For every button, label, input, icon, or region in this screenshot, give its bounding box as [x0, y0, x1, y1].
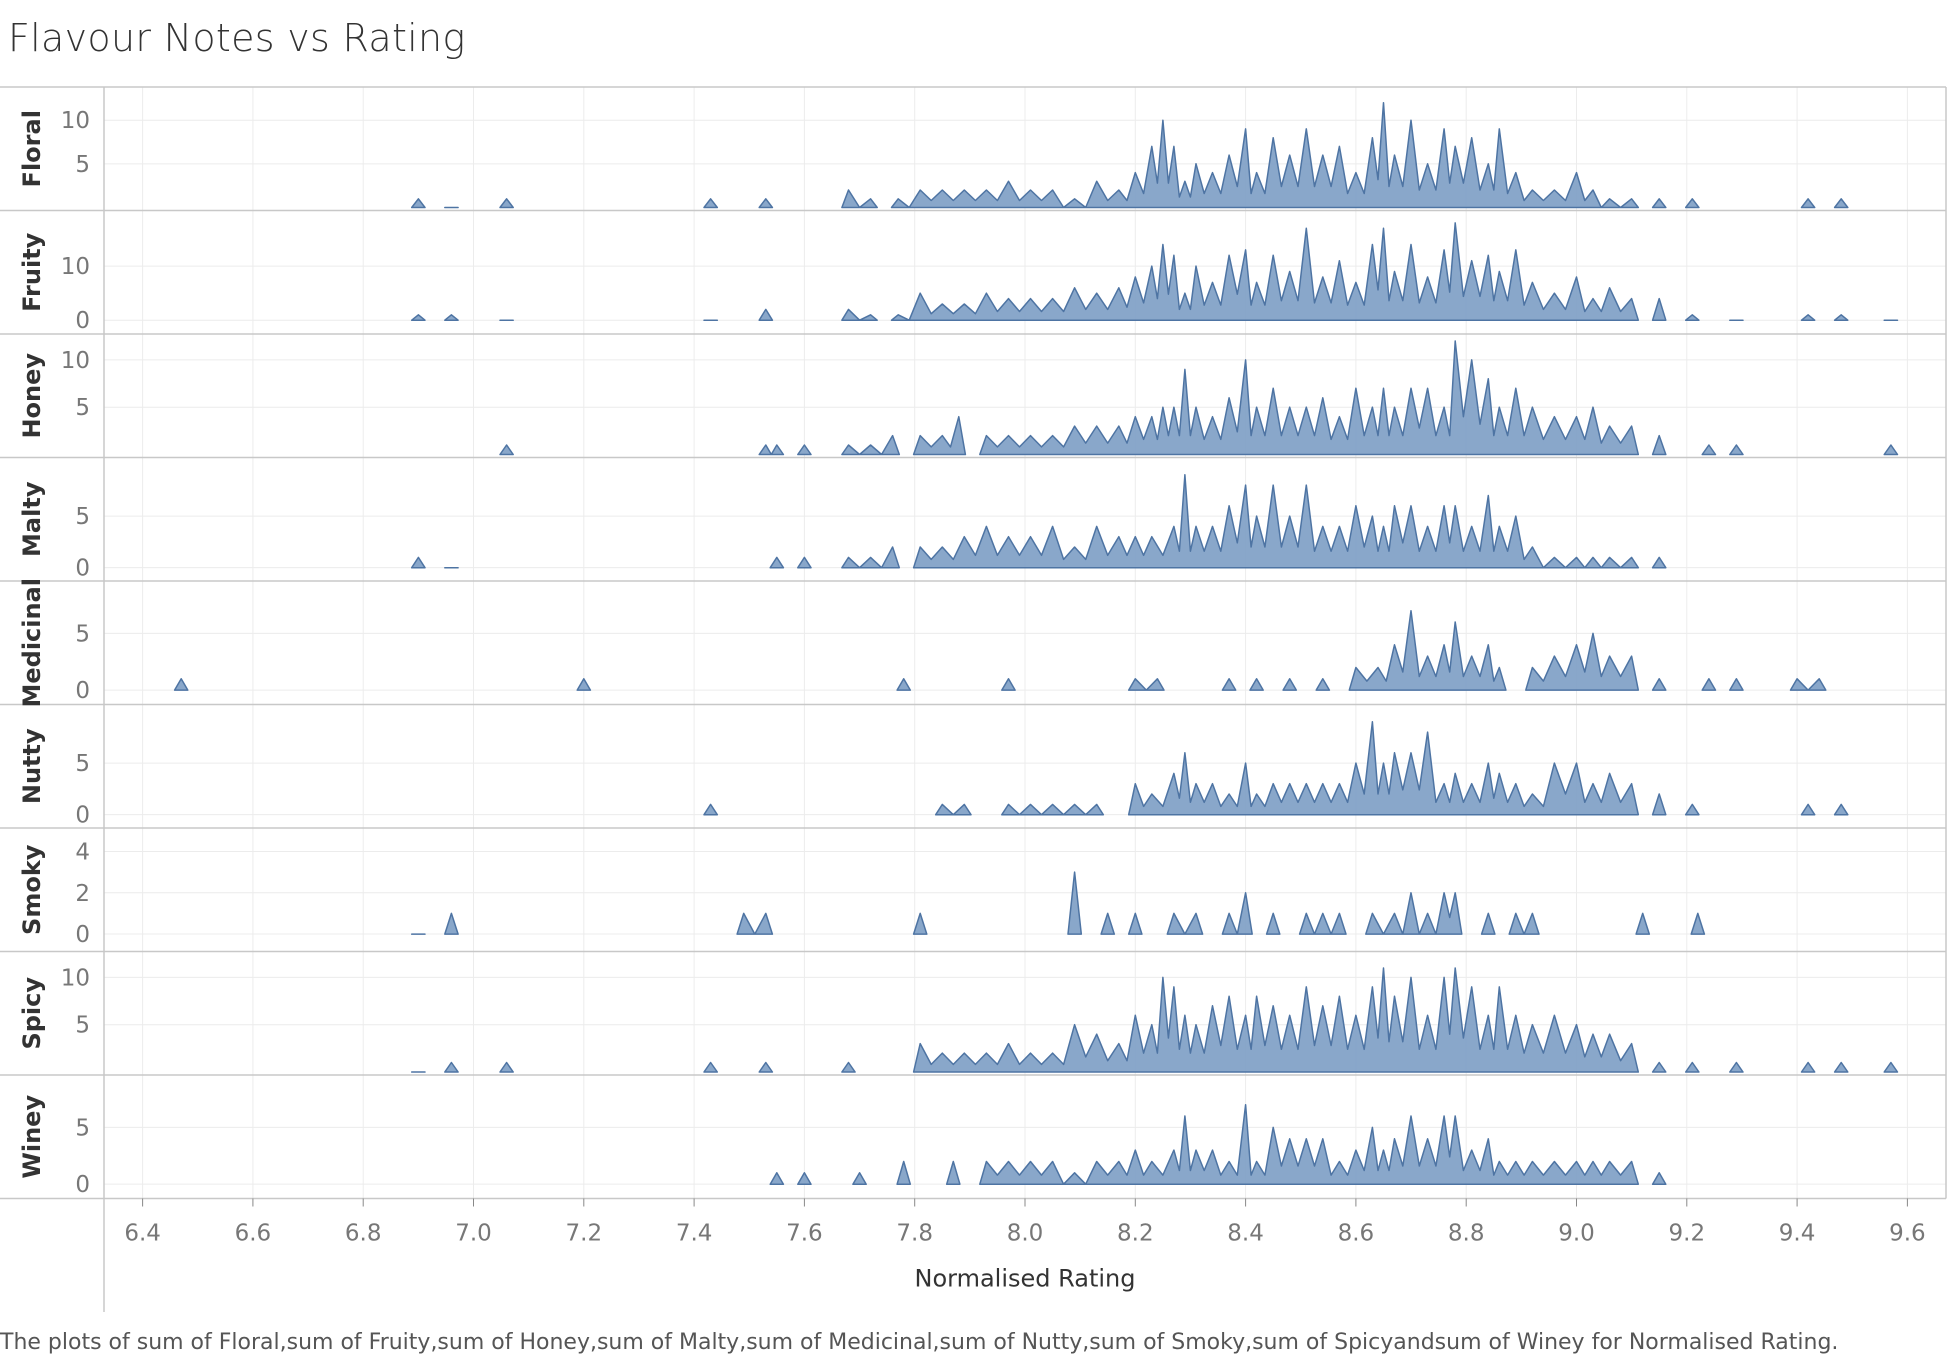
area-medicinal: [173, 609, 1827, 691]
panel-label-malty: Malty: [18, 481, 46, 557]
panel-label-honey: Honey: [18, 353, 46, 439]
panel-label-smoky: Smoky: [18, 844, 46, 935]
y-tick-label-fruity-0: 0: [75, 308, 90, 334]
x-tick-label-2: 6.8: [345, 1221, 382, 1247]
y-tick-label-spicy-0: 5: [75, 1013, 90, 1039]
x-axis-title: Normalised Rating: [914, 1265, 1135, 1293]
area-layer: [173, 101, 1899, 1185]
x-tick-label-9: 8.2: [1117, 1221, 1154, 1247]
area-nutty: [703, 721, 1849, 816]
x-tick-label-15: 9.4: [1779, 1221, 1816, 1247]
x-tick-label-12: 8.8: [1448, 1221, 1485, 1247]
x-tick-label-5: 7.4: [676, 1221, 713, 1247]
y-tick-label-floral-1: 10: [61, 108, 90, 134]
area-winey: [769, 1103, 1667, 1185]
panel-label-nutty: Nutty: [18, 728, 46, 804]
x-tick-label-13: 9.0: [1558, 1221, 1595, 1247]
x-tick-label-11: 8.6: [1338, 1221, 1375, 1247]
x-tick-label-7: 7.8: [896, 1221, 933, 1247]
y-tick-label-floral-0: 5: [75, 152, 90, 178]
area-smoky: [410, 871, 1706, 935]
area-floral: [410, 101, 1849, 209]
y-tick-label-smoky-1: 2: [75, 881, 90, 907]
y-tick-label-honey-0: 5: [75, 395, 90, 421]
y-tick-label-smoky-0: 0: [75, 922, 90, 948]
y-tick-label-nutty-0: 0: [75, 803, 90, 829]
y-tick-label-medicinal-1: 5: [75, 621, 90, 647]
x-tick-label-6: 7.6: [786, 1221, 823, 1247]
y-tick-label-nutty-1: 5: [75, 751, 90, 777]
x-tick-label-0: 6.4: [124, 1221, 161, 1247]
x-tick-label-16: 9.6: [1889, 1221, 1926, 1247]
panel-label-fruity: Fruity: [18, 232, 46, 311]
x-tick-label-10: 8.4: [1227, 1221, 1264, 1247]
x-tick-label-4: 7.2: [566, 1221, 603, 1247]
axis-layer: 5 10 Floral 0 10 Fruity 5 10 Honey 0 5 Malty 0 5 Medic…: [0, 86, 1947, 1312]
y-tick-label-smoky-2: 4: [75, 840, 90, 866]
x-tick-label-1: 6.6: [235, 1221, 272, 1247]
chart-caption: The plots of sum of Floral,sum of Fruity…: [0, 1330, 1839, 1355]
y-tick-label-honey-1: 10: [61, 348, 90, 374]
y-tick-label-fruity-1: 10: [61, 254, 90, 280]
panel-label-spicy: Spicy: [18, 977, 46, 1050]
y-tick-label-medicinal-0: 0: [75, 678, 90, 704]
area-spicy: [410, 967, 1899, 1073]
panel-label-winey: Winey: [18, 1095, 46, 1179]
area-honey: [499, 340, 1899, 456]
y-tick-label-malty-0: 0: [75, 556, 90, 582]
x-tick-label-3: 7.0: [455, 1221, 492, 1247]
y-tick-label-spicy-1: 10: [61, 965, 90, 991]
grid-layer: [104, 87, 1946, 1199]
y-tick-label-winey-0: 0: [75, 1172, 90, 1198]
y-tick-label-winey-1: 5: [75, 1115, 90, 1141]
area-malty: [410, 474, 1667, 569]
y-tick-label-malty-1: 5: [75, 504, 90, 530]
panel-label-medicinal: Medicinal: [18, 578, 46, 708]
panel-label-floral: Floral: [18, 110, 46, 187]
area-fruity: [410, 222, 1899, 321]
chart-title: Flavour Notes vs Rating: [8, 16, 466, 60]
flavour-area-chart: 5 10 Floral 0 10 Fruity 5 10 Honey 0 5 Malty 0 5 Medic…: [0, 86, 1947, 1312]
x-tick-label-14: 9.2: [1669, 1221, 1706, 1247]
x-tick-label-8: 8.0: [1007, 1221, 1044, 1247]
